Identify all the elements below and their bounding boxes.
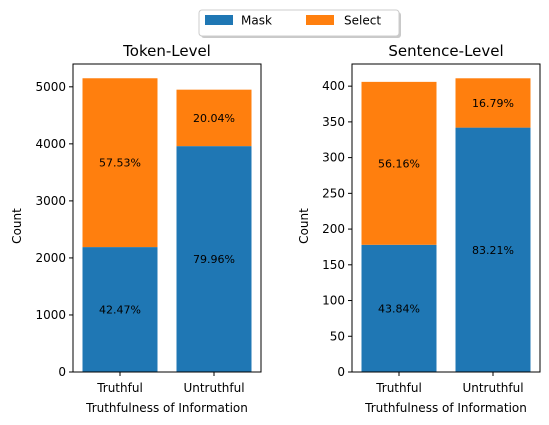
sentence-level-ytick-label: 50 — [330, 329, 345, 343]
sentence-level-xtick-label: Truthful — [375, 381, 422, 395]
token-level-ytick-label: 3000 — [35, 194, 66, 208]
sentence-level-ytick-label: 250 — [322, 186, 345, 200]
token-level-pct-label: 42.47% — [99, 304, 141, 317]
sentence-level-pct-label: 83.21% — [472, 244, 514, 257]
token-level-pct-label: 79.96% — [193, 253, 235, 266]
sentence-level-xlabel: Truthfulness of Information — [364, 401, 527, 415]
sentence-level-ytick-label: 400 — [322, 79, 345, 93]
sentence-level-ytick-label: 200 — [322, 222, 345, 236]
token-level-ytick-label: 5000 — [35, 80, 66, 94]
sentence-level-ytick-label: 0 — [337, 365, 345, 379]
token-level-axes-frame — [72, 63, 262, 373]
legend-swatch-mask — [205, 15, 233, 25]
sentence-level-title: Sentence-Level — [388, 42, 503, 60]
sentence-level-ytick-label: 300 — [322, 151, 345, 165]
sentence-level-bar-select-truthful — [361, 81, 437, 245]
sentence-level-bar-select-untruthful — [455, 78, 531, 128]
legend-frame — [198, 9, 400, 37]
token-level-pct-label: 20.04% — [193, 112, 235, 125]
sentence-level-pct-label: 16.79% — [472, 97, 514, 110]
legend-label-select: Select — [344, 14, 381, 28]
token-level-panel: Token-Level Truthfulness of Information … — [10, 42, 262, 415]
token-level-title: Token-Level — [122, 42, 211, 60]
token-level-pct-label: 57.53% — [99, 157, 141, 170]
sentence-level-pct-label: 43.84% — [378, 302, 420, 315]
legend: Mask Select — [198, 9, 401, 38]
sentence-level-ylabel: Count — [297, 208, 311, 244]
token-level-ytick-label: 1000 — [35, 308, 66, 322]
sentence-level-bar-mask-truthful — [361, 244, 437, 372]
token-level-bar-mask-truthful — [82, 247, 158, 372]
legend-label-mask: Mask — [241, 14, 272, 28]
sentence-level-axes-frame — [351, 63, 541, 373]
sentence-level-bar-mask-untruthful — [455, 127, 531, 373]
token-level-bar-select-truthful — [82, 78, 158, 248]
sentence-level-panel: Sentence-Level Truthfulness of Informati… — [297, 42, 541, 415]
token-level-bar-select-untruthful — [176, 89, 252, 147]
token-level-ylabel: Count — [10, 208, 24, 244]
sentence-level-xtick-label: Untruthful — [462, 381, 523, 395]
token-level-xtick-label: Truthful — [96, 381, 143, 395]
token-level-ytick-label: 4000 — [35, 137, 66, 151]
sentence-level-pct-label: 56.16% — [378, 157, 420, 170]
legend-swatch-select — [306, 15, 334, 25]
token-level-ytick-label: 2000 — [35, 251, 66, 265]
token-level-xlabel: Truthfulness of Information — [85, 401, 248, 415]
sentence-level-ytick-label: 150 — [322, 258, 345, 272]
sentence-level-ytick-label: 350 — [322, 115, 345, 129]
token-level-bar-mask-untruthful — [176, 146, 252, 372]
sentence-level-ytick-label: 100 — [322, 294, 345, 308]
token-level-xtick-label: Untruthful — [183, 381, 244, 395]
token-level-ytick-label: 0 — [58, 365, 66, 379]
